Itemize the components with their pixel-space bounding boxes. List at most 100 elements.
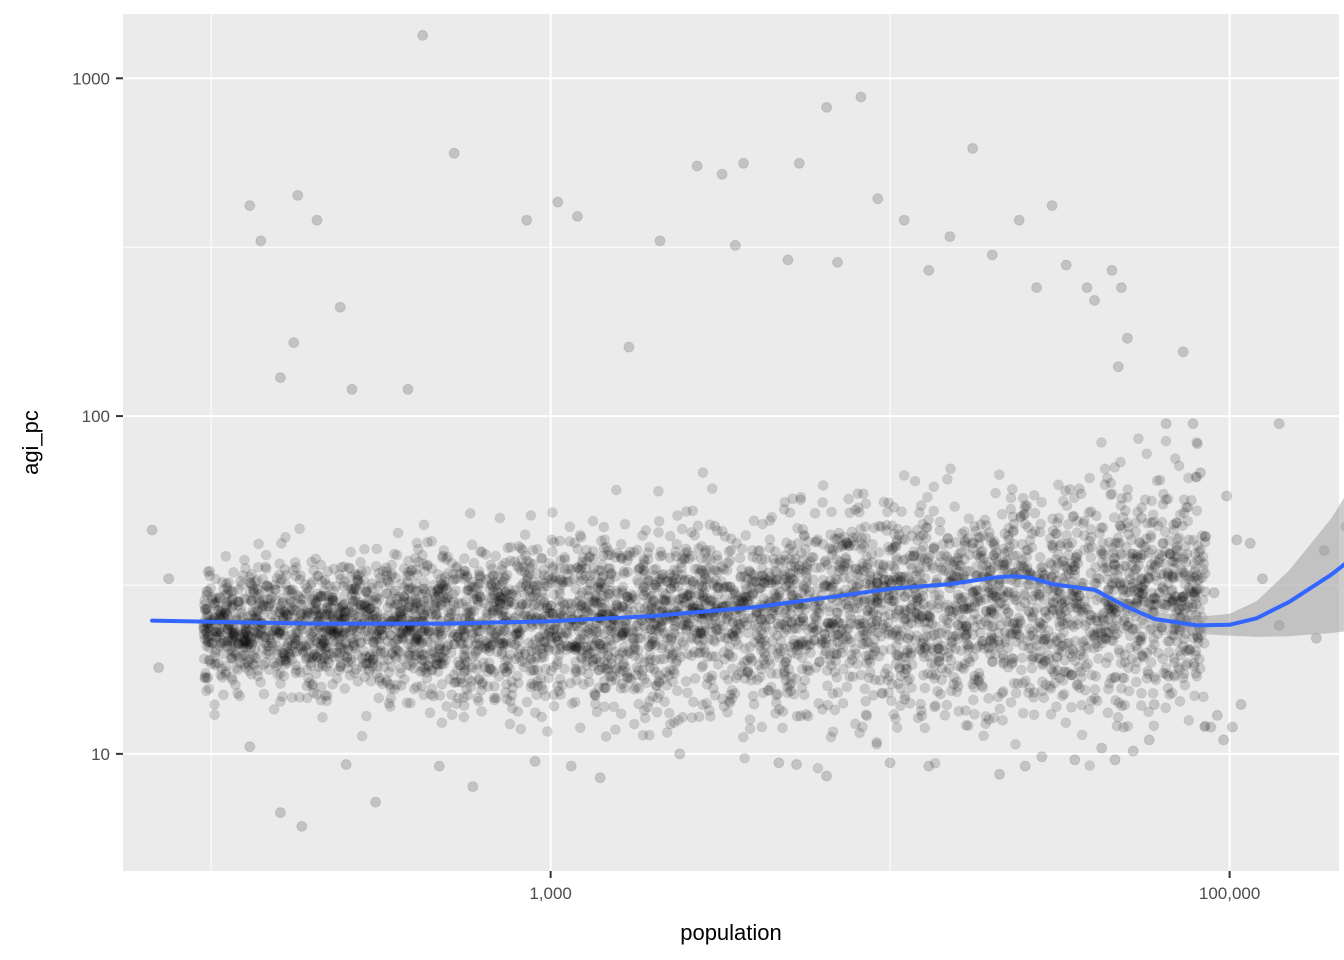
point bbox=[900, 553, 912, 565]
point bbox=[1208, 587, 1220, 599]
point bbox=[1112, 569, 1124, 581]
point bbox=[216, 671, 228, 683]
point bbox=[824, 575, 836, 587]
point bbox=[620, 661, 631, 673]
point bbox=[909, 475, 921, 487]
point bbox=[898, 214, 910, 226]
point bbox=[1072, 557, 1084, 569]
point bbox=[1110, 607, 1121, 619]
point bbox=[671, 538, 683, 550]
point bbox=[701, 592, 713, 604]
point bbox=[796, 663, 808, 675]
point bbox=[547, 575, 559, 587]
point bbox=[962, 639, 974, 651]
point bbox=[884, 560, 896, 571]
point bbox=[673, 600, 685, 612]
point bbox=[646, 590, 658, 602]
point bbox=[926, 669, 938, 681]
point bbox=[373, 567, 385, 579]
point bbox=[894, 663, 906, 675]
point bbox=[950, 643, 961, 655]
point bbox=[305, 657, 317, 669]
point bbox=[1070, 555, 1082, 567]
point bbox=[462, 638, 474, 650]
point bbox=[244, 741, 256, 753]
point bbox=[500, 635, 512, 647]
point bbox=[390, 598, 402, 610]
point bbox=[1008, 518, 1020, 530]
point bbox=[295, 640, 307, 652]
point bbox=[1111, 720, 1123, 732]
point bbox=[802, 623, 814, 635]
point bbox=[833, 559, 845, 571]
point bbox=[652, 599, 664, 610]
point bbox=[1227, 721, 1238, 733]
point bbox=[919, 722, 931, 734]
point bbox=[209, 650, 221, 662]
point bbox=[328, 585, 340, 597]
point bbox=[1106, 577, 1118, 589]
point bbox=[454, 568, 466, 580]
point bbox=[486, 664, 498, 676]
point bbox=[965, 601, 977, 613]
point bbox=[618, 568, 630, 579]
point bbox=[290, 627, 302, 639]
point bbox=[1031, 282, 1043, 294]
point bbox=[202, 566, 214, 578]
point bbox=[389, 585, 401, 597]
point bbox=[428, 646, 439, 658]
point bbox=[832, 256, 843, 268]
point bbox=[598, 521, 610, 533]
point bbox=[528, 576, 540, 588]
point bbox=[398, 591, 410, 603]
point bbox=[459, 659, 471, 671]
point bbox=[1197, 691, 1209, 703]
point bbox=[592, 581, 604, 593]
point bbox=[1187, 418, 1199, 430]
point bbox=[1117, 511, 1129, 523]
point bbox=[844, 507, 856, 519]
point bbox=[871, 736, 883, 748]
point bbox=[274, 558, 286, 570]
point bbox=[911, 524, 923, 536]
point bbox=[653, 526, 665, 538]
point bbox=[1114, 647, 1126, 659]
point bbox=[986, 249, 998, 261]
point bbox=[273, 628, 285, 640]
point bbox=[217, 576, 229, 588]
point bbox=[213, 630, 225, 642]
point bbox=[564, 576, 575, 588]
point bbox=[897, 651, 909, 663]
point bbox=[204, 565, 216, 577]
point bbox=[789, 640, 801, 652]
point bbox=[417, 29, 429, 41]
point bbox=[1051, 634, 1063, 646]
point bbox=[988, 633, 1000, 645]
point bbox=[208, 597, 220, 609]
point bbox=[872, 572, 884, 584]
point bbox=[1122, 484, 1134, 495]
point bbox=[663, 670, 675, 681]
point bbox=[1028, 606, 1040, 618]
point bbox=[712, 566, 724, 578]
point bbox=[633, 698, 645, 710]
point bbox=[1005, 503, 1017, 515]
point bbox=[877, 561, 889, 573]
point bbox=[492, 570, 504, 582]
point bbox=[823, 605, 835, 617]
point bbox=[394, 602, 406, 614]
point bbox=[736, 543, 748, 555]
point bbox=[508, 598, 520, 610]
point bbox=[927, 645, 939, 656]
point bbox=[566, 641, 577, 653]
point bbox=[993, 469, 1005, 481]
point bbox=[779, 496, 791, 508]
point bbox=[837, 697, 849, 709]
point bbox=[391, 549, 403, 561]
point bbox=[1075, 605, 1086, 617]
point bbox=[653, 675, 664, 687]
point bbox=[1151, 575, 1163, 587]
point bbox=[837, 564, 849, 576]
point bbox=[979, 643, 990, 654]
point bbox=[227, 628, 239, 640]
